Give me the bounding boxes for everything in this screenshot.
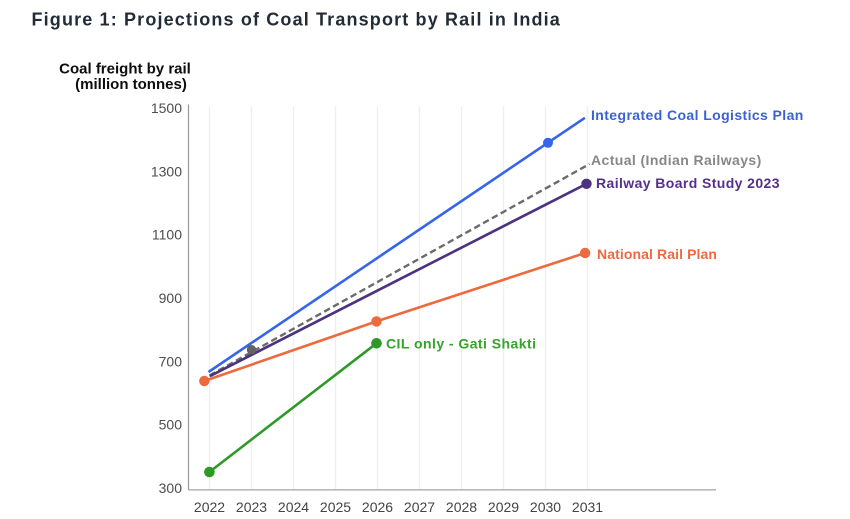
svg-text:Figure 1: Projections of Coal: Figure 1: Projections of Coal Transport … [32, 9, 561, 29]
svg-text:Actual (Indian Railways): Actual (Indian Railways) [591, 152, 762, 168]
svg-text:Integrated Coal Logistics Plan: Integrated Coal Logistics Plan [591, 107, 804, 123]
svg-text:500: 500 [159, 417, 183, 433]
svg-text:2031: 2031 [572, 499, 603, 515]
svg-text:Railway Board Study 2023: Railway Board Study 2023 [596, 175, 780, 191]
svg-text:700: 700 [159, 353, 183, 369]
svg-text:2025: 2025 [320, 499, 351, 515]
svg-text:2024: 2024 [278, 499, 309, 515]
svg-text:Coal freight by rail: Coal freight by rail [59, 61, 191, 78]
svg-text:(million tonnes): (million tonnes) [75, 76, 187, 93]
svg-text:900: 900 [159, 290, 183, 306]
svg-text:2027: 2027 [404, 499, 435, 515]
svg-text:National Rail Plan: National Rail Plan [597, 246, 717, 262]
svg-text:2022: 2022 [194, 499, 225, 515]
svg-text:2030: 2030 [530, 499, 561, 515]
svg-text:1300: 1300 [151, 163, 182, 179]
svg-text:2026: 2026 [362, 499, 393, 515]
svg-text:2023: 2023 [236, 499, 267, 515]
svg-text:2029: 2029 [488, 499, 519, 515]
svg-text:CIL only - Gati Shakti: CIL only - Gati Shakti [386, 335, 536, 351]
svg-text:2028: 2028 [446, 499, 477, 515]
svg-text:1100: 1100 [152, 227, 182, 243]
svg-text:1500: 1500 [151, 100, 182, 116]
svg-text:300: 300 [159, 480, 183, 496]
